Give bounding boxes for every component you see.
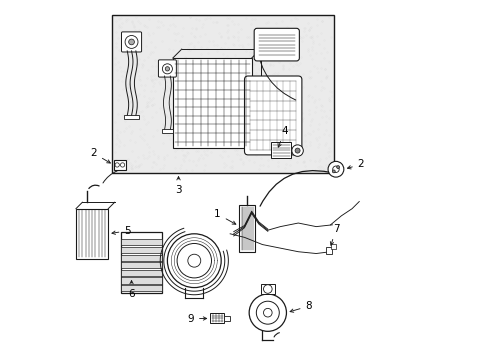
Bar	[76, 209, 108, 259]
Text: 2: 2	[90, 148, 110, 163]
Circle shape	[332, 166, 339, 172]
Bar	[224, 316, 229, 321]
Text: 5: 5	[112, 226, 131, 236]
Text: 9: 9	[187, 314, 206, 324]
Bar	[239, 205, 255, 252]
Bar	[121, 239, 162, 246]
Text: 2: 2	[347, 159, 364, 170]
Bar	[210, 314, 224, 323]
Bar	[121, 262, 162, 268]
Bar	[121, 232, 162, 293]
Circle shape	[336, 166, 339, 168]
Circle shape	[291, 145, 303, 156]
Circle shape	[327, 161, 343, 177]
Circle shape	[332, 170, 335, 173]
Bar	[330, 244, 335, 249]
Circle shape	[167, 234, 221, 288]
Circle shape	[128, 39, 134, 45]
Circle shape	[125, 36, 138, 48]
Circle shape	[177, 243, 211, 278]
Bar	[121, 285, 162, 291]
Bar	[121, 278, 162, 284]
FancyBboxPatch shape	[244, 76, 301, 155]
Circle shape	[120, 163, 124, 167]
Bar	[124, 115, 139, 119]
Circle shape	[263, 285, 271, 293]
Bar	[112, 15, 333, 173]
Text: 7: 7	[330, 224, 339, 245]
Bar	[325, 247, 331, 253]
Bar	[121, 255, 162, 261]
Bar	[271, 142, 290, 158]
FancyBboxPatch shape	[158, 60, 176, 77]
Circle shape	[162, 64, 172, 74]
Text: 1: 1	[214, 209, 235, 224]
Bar	[121, 270, 162, 276]
Bar	[113, 160, 126, 170]
Circle shape	[249, 294, 286, 331]
Text: 4: 4	[278, 126, 288, 147]
Text: 8: 8	[289, 301, 311, 312]
Circle shape	[115, 163, 119, 167]
FancyBboxPatch shape	[121, 32, 142, 52]
FancyBboxPatch shape	[254, 28, 299, 61]
Bar	[260, 284, 274, 294]
Text: 3: 3	[175, 177, 182, 194]
Circle shape	[294, 148, 300, 153]
Circle shape	[256, 301, 279, 324]
Circle shape	[187, 254, 201, 267]
Bar	[172, 58, 251, 148]
Circle shape	[263, 309, 271, 317]
Bar	[121, 247, 162, 253]
Text: 6: 6	[128, 280, 135, 298]
Circle shape	[165, 67, 169, 71]
Bar	[162, 129, 173, 134]
